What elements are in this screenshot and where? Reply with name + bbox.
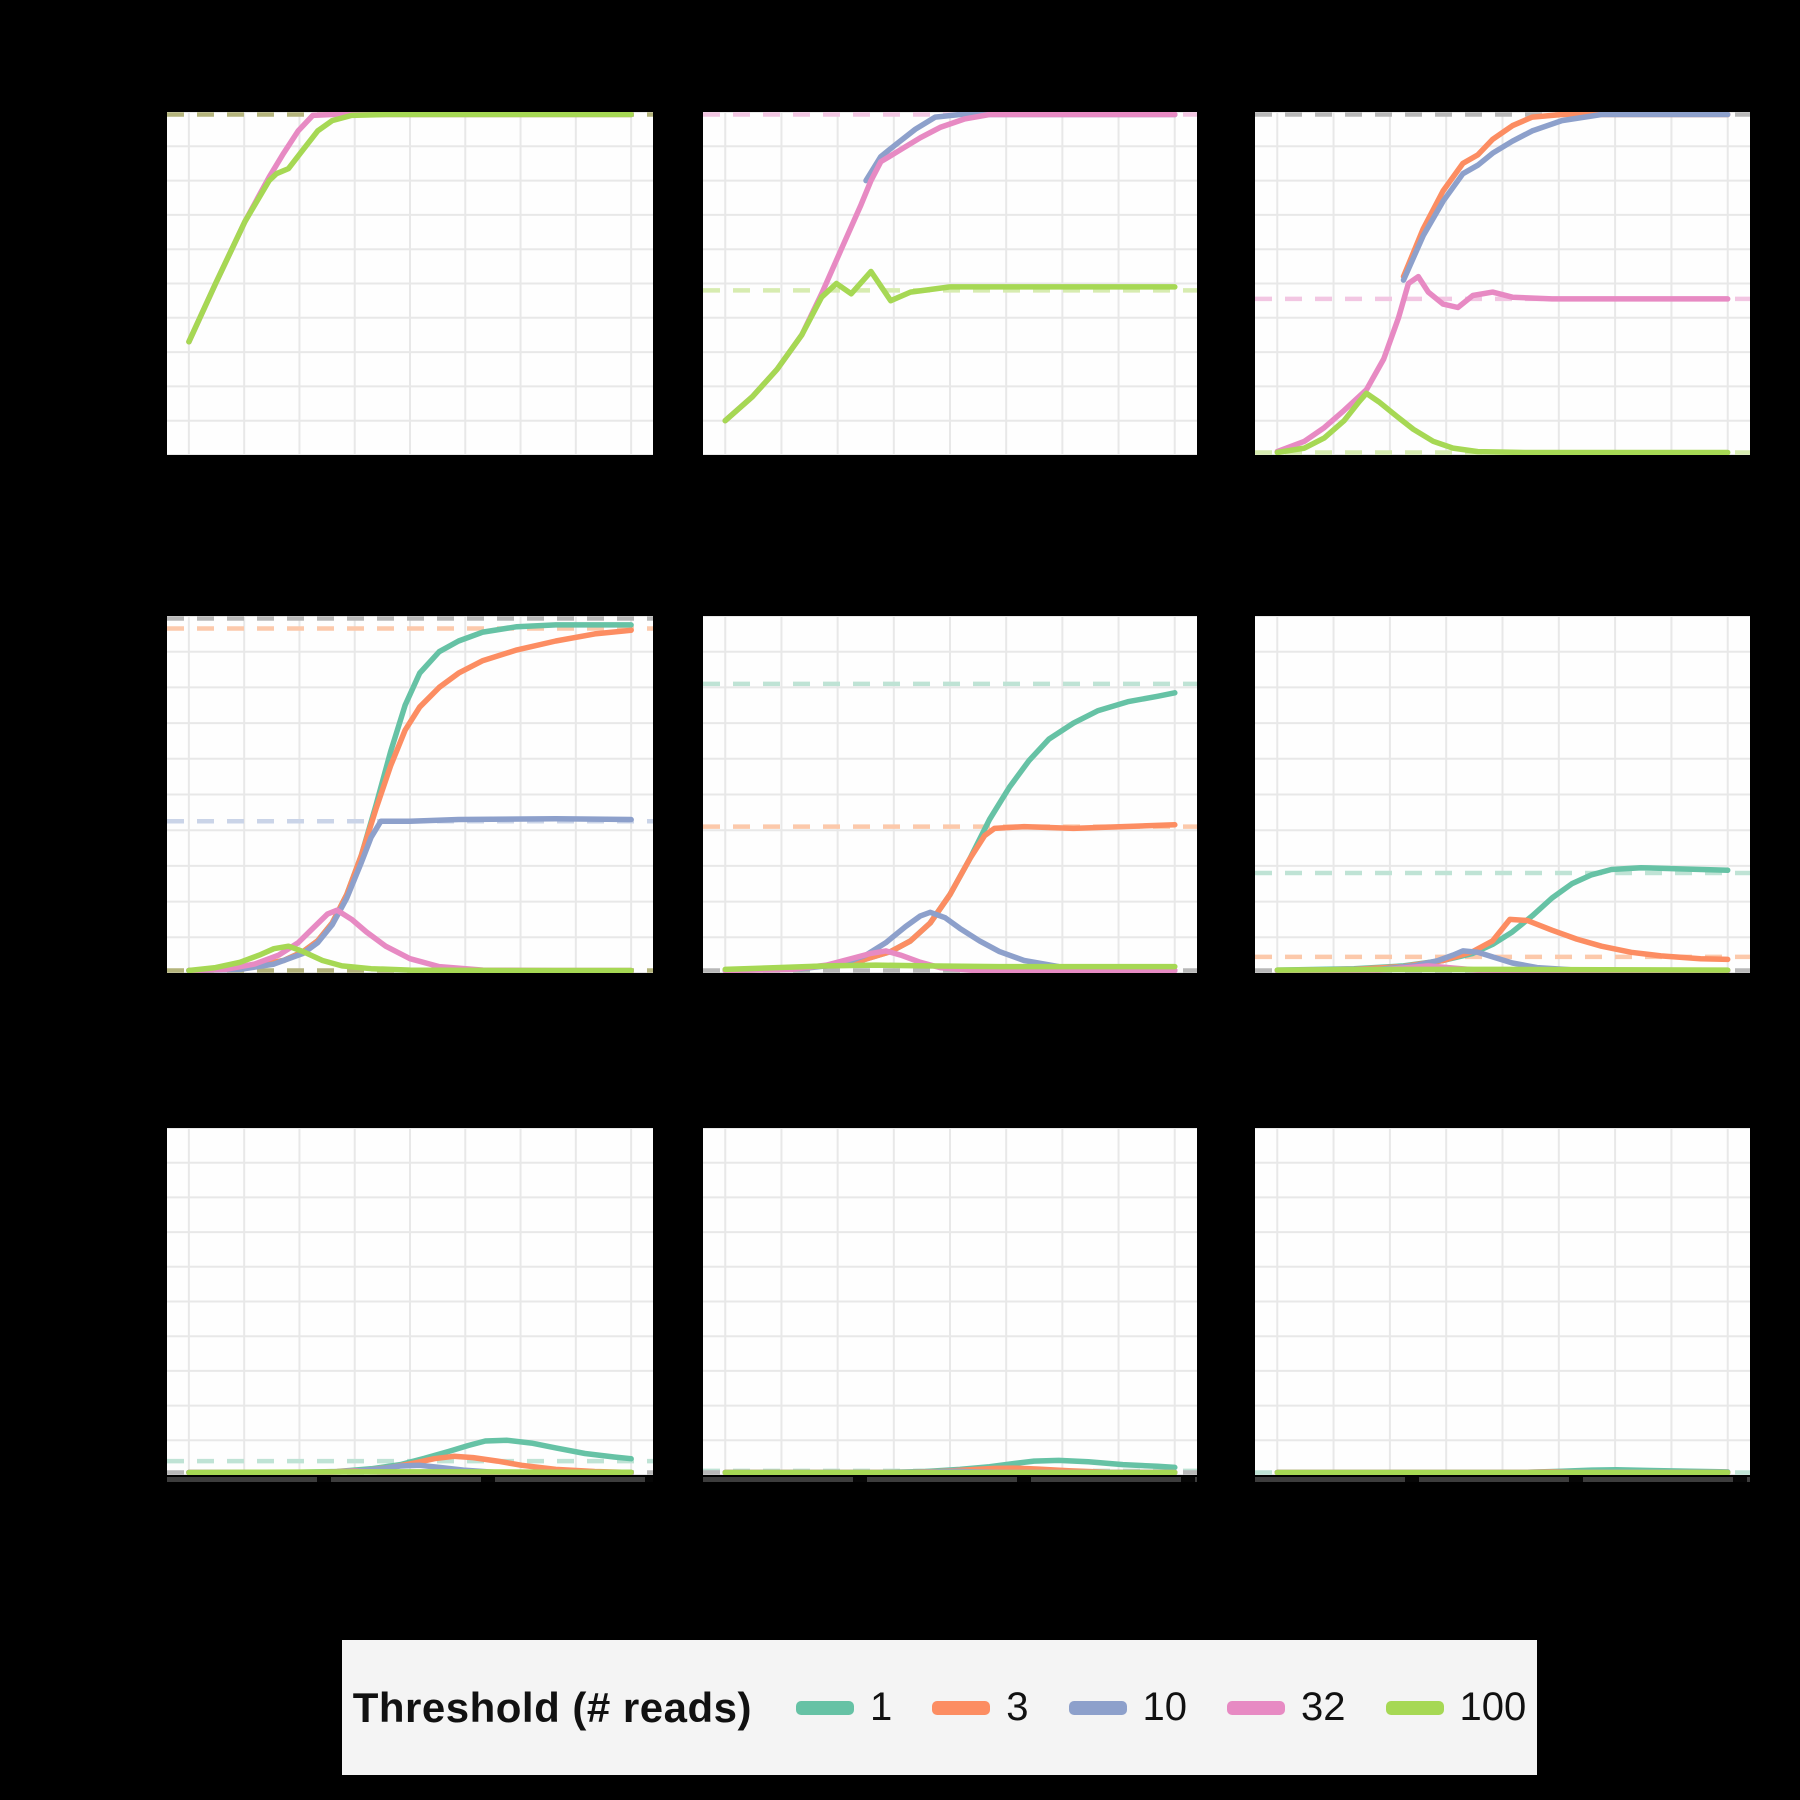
legend-swatch-32 bbox=[1227, 1700, 1285, 1715]
legend-label: 3 bbox=[1006, 1685, 1029, 1729]
facet-panel-r1c1 bbox=[167, 112, 653, 455]
legend-box: Threshold (# reads) 1 3 10 32 100 bbox=[342, 1640, 1537, 1775]
x-axis-line-r3c1 bbox=[167, 1477, 653, 1482]
facet-panel-r3c2 bbox=[703, 1128, 1197, 1475]
legend-swatch-100 bbox=[1385, 1700, 1444, 1715]
legend-label: 32 bbox=[1301, 1685, 1346, 1729]
series-line-threshold-32 bbox=[1274, 273, 1731, 455]
line-chart-r3c2 bbox=[703, 1128, 1197, 1475]
legend-swatch-3 bbox=[932, 1700, 991, 1715]
facet-panel-r1c3 bbox=[1255, 112, 1750, 455]
line-chart-r1c3 bbox=[1255, 112, 1750, 455]
series-line-threshold-100 bbox=[722, 268, 1178, 424]
series-line-threshold-3 bbox=[1400, 112, 1731, 280]
facet-panel-r2c3 bbox=[1255, 616, 1750, 973]
line-chart-r3c1 bbox=[167, 1128, 653, 1475]
legend-title: Threshold (# reads) bbox=[352, 1683, 752, 1731]
series-line-threshold-10 bbox=[186, 816, 634, 973]
line-chart-r2c1 bbox=[167, 616, 653, 973]
legend-label: 10 bbox=[1142, 1685, 1188, 1729]
legend-item-100: 100 bbox=[1385, 1685, 1527, 1730]
facet-panel-r3c1 bbox=[167, 1128, 653, 1475]
facet-panel-r1c2 bbox=[703, 112, 1197, 455]
series-line-threshold-10 bbox=[1400, 112, 1731, 283]
x-axis-line-r3c2 bbox=[703, 1477, 1197, 1482]
legend-item-3: 3 bbox=[932, 1685, 1029, 1730]
series-line-threshold-100 bbox=[186, 112, 634, 345]
series-line-threshold-100 bbox=[1274, 966, 1731, 973]
facet-panel-r3c3 bbox=[1255, 1128, 1750, 1475]
facet-panel-r2c2 bbox=[703, 616, 1197, 973]
legend-item-1: 1 bbox=[796, 1685, 892, 1730]
series-line-threshold-10 bbox=[863, 112, 1178, 184]
legend-items: 1 3 10 32 100 bbox=[796, 1685, 1526, 1730]
legend-label: 1 bbox=[870, 1685, 893, 1729]
series-line-threshold-100 bbox=[186, 1469, 634, 1475]
legend-label: 100 bbox=[1459, 1685, 1527, 1729]
legend-swatch-10 bbox=[1068, 1700, 1127, 1715]
legend-item-32: 32 bbox=[1227, 1685, 1346, 1730]
line-chart-r2c2 bbox=[703, 616, 1197, 973]
series-line-threshold-100 bbox=[186, 943, 634, 973]
legend-swatch-1 bbox=[796, 1700, 854, 1715]
facet-panel-r2c1 bbox=[167, 616, 653, 973]
line-chart-r1c1 bbox=[167, 112, 653, 455]
line-chart-r1c2 bbox=[703, 112, 1197, 455]
x-axis-line-r3c3 bbox=[1255, 1477, 1750, 1482]
line-chart-r2c3 bbox=[1255, 616, 1750, 973]
line-chart-r3c3 bbox=[1255, 1128, 1750, 1475]
series-line-threshold-100 bbox=[1274, 390, 1731, 455]
series-line-threshold-100 bbox=[722, 962, 1178, 973]
legend-item-10: 10 bbox=[1068, 1685, 1188, 1730]
